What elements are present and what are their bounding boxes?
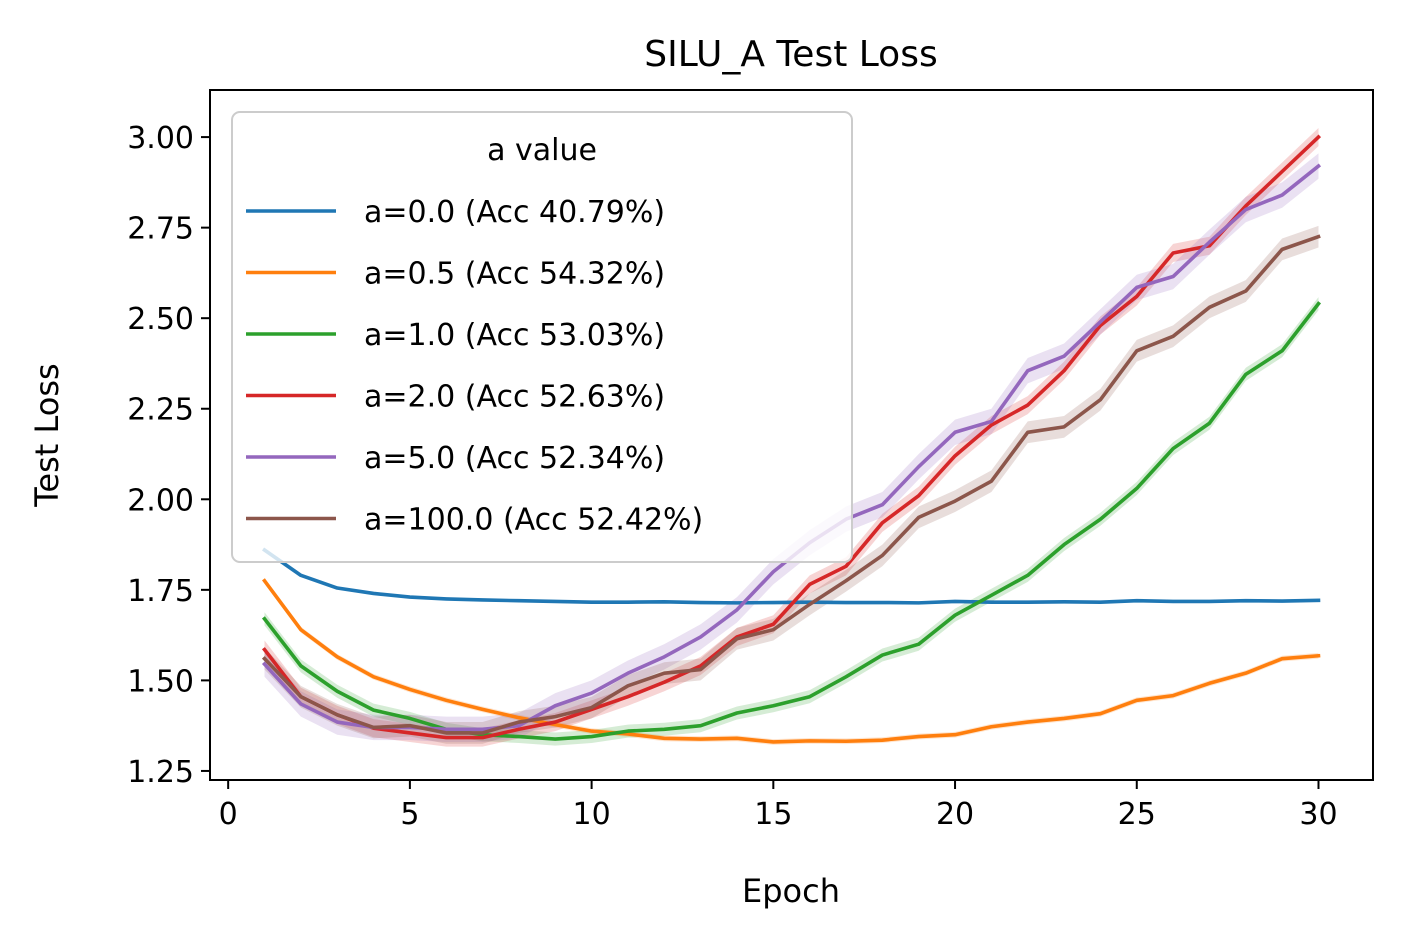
x-tick-label: 15 bbox=[754, 797, 792, 832]
y-tick-label: 2.75 bbox=[127, 212, 194, 247]
legend-item-a-5-0: a=5.0 (Acc 52.34%) bbox=[246, 441, 665, 476]
legend-item-a-0-0: a=0.0 (Acc 40.79%) bbox=[246, 195, 665, 230]
x-axis: 0 5 10 15 20 25 30 bbox=[219, 780, 1338, 832]
y-tick-label: 3.00 bbox=[127, 121, 194, 156]
legend: a value a=0.0 (Acc 40.79%) a=0.5 (Acc 54.… bbox=[231, 111, 853, 563]
legend-items: a=0.0 (Acc 40.79%) a=0.5 (Acc 54.32%) a=1.… bbox=[246, 195, 703, 538]
legend-label: a=2.0 (Acc 52.63%) bbox=[364, 380, 665, 415]
legend-item-a-2-0: a=2.0 (Acc 52.63%) bbox=[246, 380, 665, 415]
legend-label: a=1.0 (Acc 53.03%) bbox=[364, 318, 665, 353]
y-tick-label: 2.00 bbox=[127, 483, 194, 518]
series-a-100-0-line bbox=[261, 234, 1321, 735]
x-tick-label: 5 bbox=[400, 797, 419, 832]
x-tick-label: 25 bbox=[1118, 797, 1156, 832]
y-tick-label: 2.25 bbox=[127, 393, 194, 428]
x-tick-label: 0 bbox=[219, 797, 238, 832]
y-tick-label: 2.50 bbox=[127, 302, 194, 337]
x-axis-label: Epoch bbox=[742, 872, 840, 910]
chart-title: SILU_A Test Loss bbox=[644, 34, 937, 75]
series-lines bbox=[261, 134, 1322, 744]
legend-title: a value bbox=[487, 133, 597, 168]
legend-label: a=0.5 (Acc 54.32%) bbox=[364, 257, 665, 292]
x-tick-label: 30 bbox=[1299, 797, 1337, 832]
legend-box bbox=[231, 111, 853, 563]
y-axis-label: Test Loss bbox=[28, 363, 66, 507]
x-tick-label: 10 bbox=[573, 797, 611, 832]
legend-label: a=5.0 (Acc 52.34%) bbox=[364, 441, 665, 476]
series-a-2-0-line bbox=[261, 134, 1322, 740]
y-tick-label: 1.25 bbox=[127, 755, 194, 790]
legend-label: a=0.0 (Acc 40.79%) bbox=[364, 195, 665, 230]
legend-item-a-1-0: a=1.0 (Acc 53.03%) bbox=[246, 318, 665, 353]
legend-label: a=100.0 (Acc 52.42%) bbox=[364, 503, 703, 538]
legend-item-a-0-5: a=0.5 (Acc 54.32%) bbox=[246, 257, 665, 292]
x-tick-label: 20 bbox=[936, 797, 974, 832]
y-tick-label: 1.50 bbox=[127, 664, 194, 699]
plot-frame bbox=[209, 89, 1374, 781]
y-axis: 1.25 1.50 1.75 2.00 2.25 2.50 2.75 3.00 bbox=[127, 121, 210, 790]
legend-item-a-100-0: a=100.0 (Acc 52.42%) bbox=[246, 503, 703, 538]
series-a-0-5-line bbox=[261, 578, 1321, 744]
y-tick-label: 1.75 bbox=[127, 574, 194, 609]
